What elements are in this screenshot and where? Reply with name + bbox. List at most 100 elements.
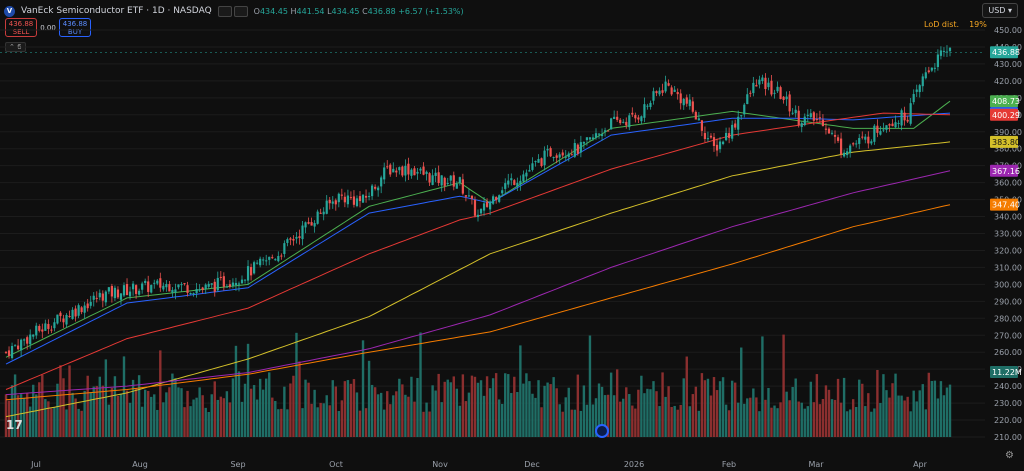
volume-bar [858, 379, 861, 437]
candle-body [885, 125, 888, 130]
candle-body [616, 116, 619, 120]
volume-bar [413, 401, 416, 437]
volume-bar [213, 381, 216, 437]
candle-body [492, 196, 495, 204]
candle-body [144, 280, 147, 283]
candle-body [709, 135, 713, 138]
candle-body [788, 94, 791, 112]
candle-body [691, 101, 694, 112]
volume-bar [201, 395, 204, 437]
volume-bar [364, 408, 368, 437]
candle-body [355, 198, 359, 207]
volume-bar [749, 397, 752, 437]
candle-body [482, 203, 486, 211]
volume-bar [628, 394, 631, 437]
volume-bar [416, 377, 419, 437]
candle-body [800, 122, 803, 128]
candle-body [386, 166, 389, 168]
candle-body [62, 318, 65, 323]
candle-body [80, 307, 83, 313]
candle-body [416, 171, 419, 174]
price-axis[interactable]: 210.00220.00230.00240.00250.00260.00270.… [994, 26, 1022, 442]
candle-body [540, 158, 543, 167]
volume-bar [122, 356, 126, 437]
currency-select[interactable]: USD ▾ [982, 3, 1018, 18]
candle-body [271, 257, 274, 259]
volume-bar [392, 395, 395, 437]
volume-bar [104, 359, 108, 437]
candle-body [543, 150, 546, 166]
volume-bar [797, 401, 800, 437]
candle-body [413, 168, 416, 176]
volume-tag-bg [990, 366, 1018, 378]
candle-body [313, 223, 316, 227]
volume-bar [379, 392, 383, 437]
visibility-toggle-icon[interactable] [217, 5, 248, 17]
candle-body [507, 180, 510, 185]
volume-bar [458, 405, 462, 437]
candle-body [328, 199, 331, 204]
candle-body [53, 322, 56, 329]
volume-bar [343, 381, 347, 437]
candle-body [700, 120, 703, 131]
volume-bar [383, 409, 386, 437]
candle-body [528, 170, 531, 172]
volume-bar [283, 386, 286, 437]
sell-button[interactable]: 436.88 SELL [5, 18, 37, 37]
candle-body [213, 281, 216, 292]
ma-value-tag: 400.29 [992, 111, 1020, 120]
x-tick-label: Sep [230, 460, 245, 469]
volume-bar [682, 378, 685, 437]
tradingview-logo-icon[interactable]: 17 [6, 418, 23, 432]
volume-bar [685, 356, 688, 437]
candle-body [803, 116, 806, 126]
volume-bar [652, 381, 655, 437]
candle-body [280, 255, 283, 257]
candle-body [718, 141, 722, 150]
volume-bar [337, 411, 341, 437]
volume-bar [373, 387, 377, 437]
candle-body [292, 238, 295, 241]
chart-settings-icon[interactable]: ⚙ [1005, 450, 1014, 461]
volume-bar [92, 386, 95, 437]
volume-bar [606, 394, 610, 437]
volume-bar [646, 388, 649, 437]
candle-body [377, 187, 380, 191]
candle-body [818, 117, 821, 119]
volume-bar [464, 401, 468, 437]
volume-bar [174, 378, 177, 437]
y-tick-label: 320.00 [994, 246, 1022, 255]
volume-bar [298, 361, 301, 437]
volume-bar [933, 380, 937, 437]
candle-body [4, 351, 8, 353]
candle-body [440, 175, 443, 186]
candle-body [455, 184, 458, 189]
candle-body [437, 172, 440, 184]
volume-bar [912, 390, 915, 437]
candle-body [316, 211, 319, 224]
y-tick-label: 310.00 [994, 263, 1022, 272]
change-value: +6.57 (+1.53%) [398, 6, 464, 16]
buy-button[interactable]: 436.88 BUY [59, 18, 91, 37]
candle-body [688, 99, 691, 107]
volume-bar [340, 400, 344, 437]
volume-bar [773, 405, 776, 437]
volume-bar [289, 383, 292, 437]
y-tick-label: 390.00 [994, 128, 1022, 137]
time-axis[interactable]: Jul Aug Sep Oct Nov Dec 2026 Feb Mar Apr [30, 460, 927, 469]
volume-bar [319, 402, 322, 437]
volume-bar [240, 401, 244, 437]
candle-body [921, 76, 924, 87]
y-tick-label: 450.00 [994, 26, 1022, 35]
event-marker-icon[interactable] [595, 424, 609, 438]
candle-body [246, 266, 250, 281]
candle-body [752, 82, 755, 94]
volume-bar [658, 406, 661, 437]
candle-body [833, 134, 837, 137]
candle-body [141, 283, 144, 290]
volume-bar [528, 381, 531, 437]
symbol-title[interactable]: VanEck Semiconductor ETF · 1D · NASDAQ [21, 6, 212, 16]
candle-body [594, 133, 598, 138]
volume-bar [195, 397, 198, 437]
